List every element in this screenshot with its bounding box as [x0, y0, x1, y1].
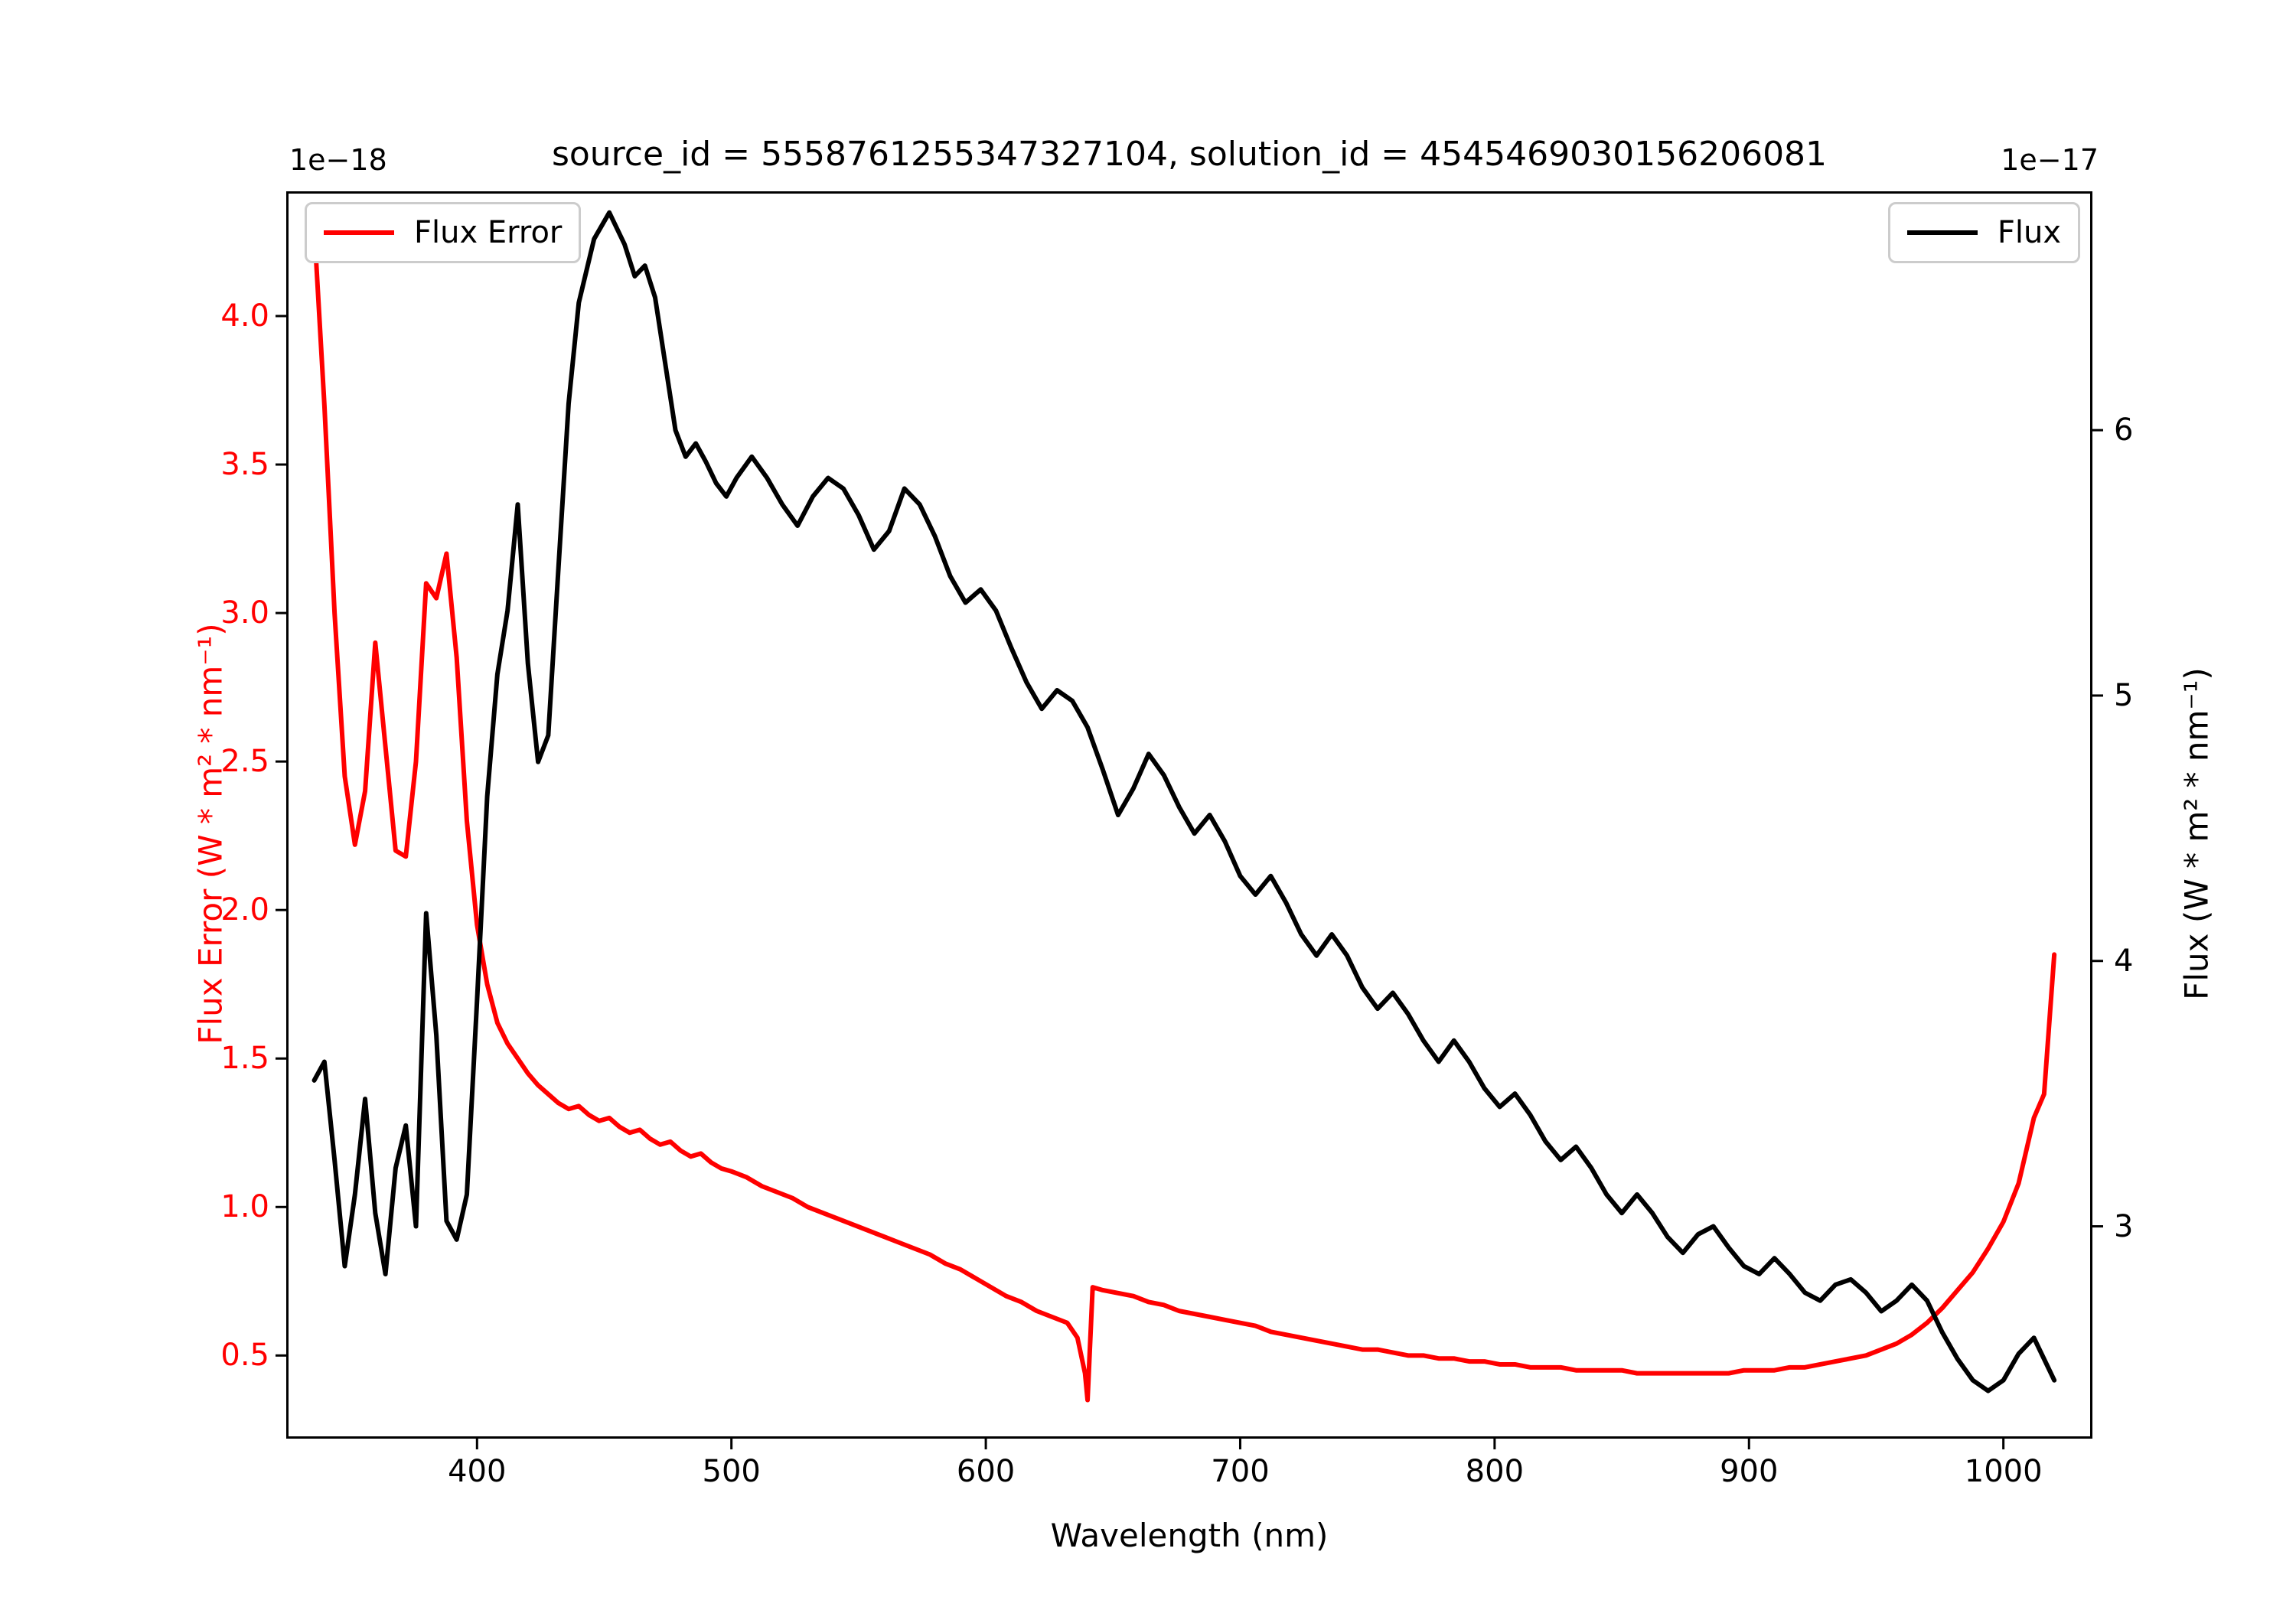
axes-frame: [286, 191, 2092, 1439]
left-y-tick-label: 3.0: [220, 595, 269, 631]
right-y-tick-label: 5: [2114, 677, 2134, 713]
left-y-tick-label: 3.5: [220, 447, 269, 483]
legend-label-flux-error: Flux Error: [414, 215, 563, 250]
plot-title: source_id = 5558761255347327104, solutio…: [551, 135, 1828, 174]
left-y-tick-label: 2.5: [220, 744, 269, 780]
right-y-axis-label: Flux (W * m² * nm⁻¹): [2177, 667, 2216, 1000]
legend-flux[interactable]: Flux: [1887, 202, 2080, 263]
x-tick-label: 500: [702, 1454, 761, 1489]
x-tick-label: 800: [1465, 1454, 1525, 1489]
x-tick-label: 600: [956, 1454, 1016, 1489]
legend-line-swatch-flux-error: [324, 230, 394, 235]
left-y-tick-label: 4.0: [220, 298, 269, 334]
x-tick-label: 700: [1211, 1454, 1270, 1489]
legend-line-swatch-flux: [1906, 230, 1978, 235]
x-tick-label: 1000: [1964, 1454, 2043, 1489]
right-axis-offset-text: 1e−17: [2001, 143, 2099, 177]
left-y-tick-label: 2.0: [220, 892, 269, 928]
left-y-tick-label: 1.5: [220, 1041, 269, 1077]
left-y-tick-label: 1.0: [220, 1189, 269, 1225]
left-y-axis-label: Flux Error (W * m² * nm⁻¹): [191, 623, 230, 1045]
legend-flux-error[interactable]: Flux Error: [305, 202, 582, 263]
left-axis-offset-text: 1e−18: [289, 143, 387, 177]
legend-label-flux: Flux: [1997, 215, 2061, 250]
x-tick-label: 400: [448, 1454, 507, 1489]
x-axis-label: Wavelength (nm): [1050, 1517, 1329, 1554]
x-tick-label: 900: [1720, 1454, 1779, 1489]
right-y-tick-label: 6: [2114, 412, 2134, 448]
right-y-tick-label: 3: [2114, 1208, 2134, 1244]
right-y-tick-label: 4: [2114, 943, 2134, 979]
left-y-tick-label: 0.5: [220, 1338, 269, 1374]
